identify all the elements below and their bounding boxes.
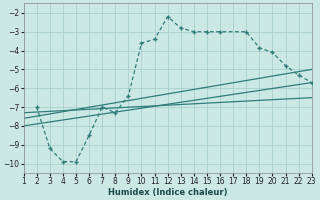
X-axis label: Humidex (Indice chaleur): Humidex (Indice chaleur)	[108, 188, 228, 197]
